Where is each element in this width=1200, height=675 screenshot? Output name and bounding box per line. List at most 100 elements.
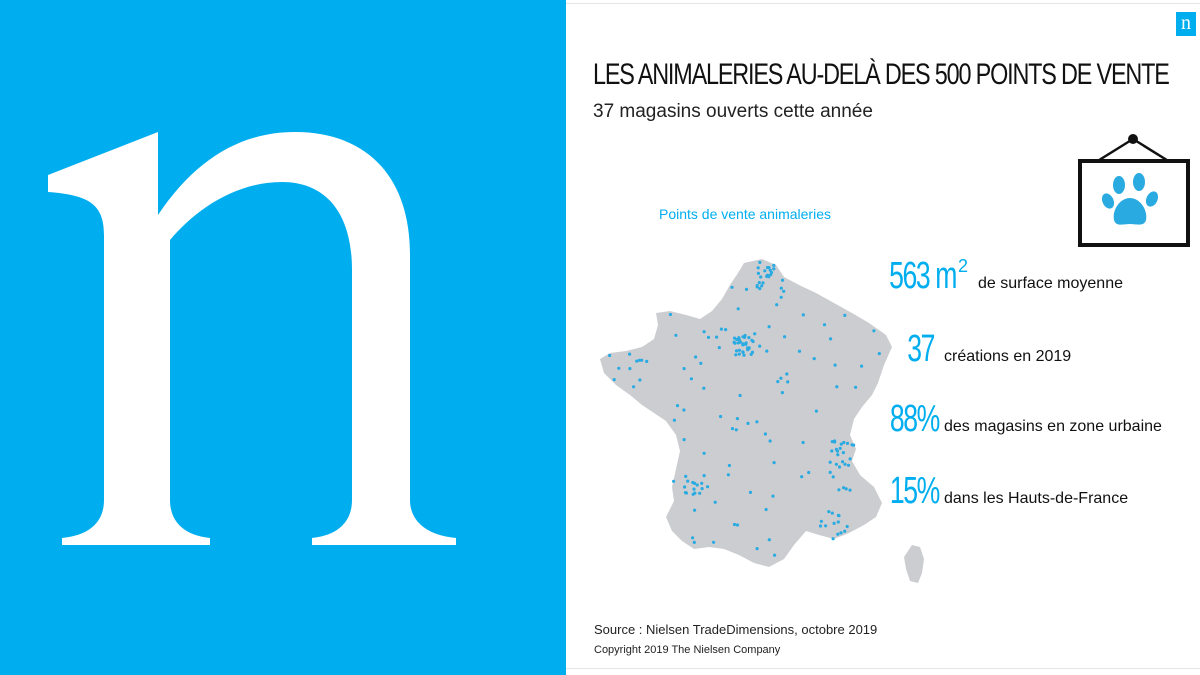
store-dot (686, 479, 690, 483)
store-dot (736, 307, 740, 311)
store-dot (744, 287, 749, 291)
store-dot (807, 470, 811, 475)
store-dot (772, 263, 776, 267)
store-dot (719, 327, 723, 331)
store-dot (765, 349, 769, 353)
stat-surface-text: de surface moyenne (978, 275, 1123, 292)
store-dot (737, 352, 741, 356)
store-dot (842, 486, 846, 490)
store-dot (732, 340, 736, 344)
nielsen-mini-logo-icon: n (1176, 12, 1196, 36)
store-dot (833, 439, 837, 443)
store-dot (769, 273, 773, 277)
store-dot (835, 449, 840, 453)
store-dot (838, 446, 842, 450)
store-dot (773, 553, 777, 557)
store-dot (712, 540, 716, 544)
store-dot (734, 349, 739, 353)
store-dot (746, 347, 750, 351)
store-dot (764, 507, 768, 512)
store-dot (747, 336, 751, 340)
store-dot (693, 508, 697, 512)
store-dot (743, 335, 747, 339)
store-dot (638, 378, 642, 382)
store-dot (755, 420, 759, 424)
store-dot (700, 487, 704, 491)
store-dot (848, 488, 852, 492)
stat-hdf-value: 15% (889, 470, 940, 512)
store-dot (822, 323, 827, 327)
store-dot (742, 353, 746, 357)
store-dot (617, 366, 621, 370)
store-dot (830, 511, 834, 515)
store-dot (763, 432, 767, 436)
store-dot (832, 521, 836, 525)
store-dot (844, 487, 848, 491)
store-dot (839, 442, 843, 446)
store-dot (779, 286, 783, 290)
store-dot (719, 414, 723, 419)
store-dot (758, 260, 762, 264)
store-dot (841, 460, 845, 464)
store-dot (741, 342, 745, 346)
store-dot (835, 385, 839, 389)
store-dot (772, 461, 776, 465)
store-dot (829, 337, 833, 341)
store-dot (836, 520, 840, 524)
store-dot (738, 393, 742, 398)
store-dot (845, 441, 850, 445)
store-dot (695, 483, 699, 487)
stat-surface-superscript: 2 (958, 256, 969, 276)
store-dot (750, 338, 754, 342)
store-dot (732, 522, 737, 527)
store-dot (780, 278, 785, 282)
store-dot (842, 440, 846, 445)
store-dot (760, 284, 764, 288)
store-dot (766, 266, 770, 270)
store-dot (872, 329, 876, 333)
stat-urban: 88% des magasins en zone urbaine (871, 398, 1162, 441)
store-dot (768, 268, 772, 272)
store-dot (702, 330, 706, 334)
store-dot (772, 267, 776, 271)
store-dot (755, 547, 759, 551)
store-dot (843, 462, 847, 466)
store-dot (776, 380, 780, 384)
store-dot (814, 409, 818, 413)
store-dot (843, 529, 847, 533)
store-dot (819, 519, 823, 523)
store-dot (756, 266, 760, 270)
store-dot (753, 332, 757, 336)
store-dot (800, 475, 804, 479)
store-dot (748, 490, 753, 494)
store-dot (828, 470, 832, 474)
store-dot (683, 485, 687, 489)
france-map (600, 259, 924, 583)
store-dot (668, 312, 672, 317)
store-dot (767, 325, 771, 329)
store-dot (785, 372, 789, 376)
store-dot (727, 463, 731, 468)
stat-surface-value: 563 m (889, 255, 957, 297)
store-dot (706, 485, 710, 489)
store-dot (831, 537, 835, 541)
store-dot (702, 386, 706, 390)
store-dot (759, 275, 763, 279)
store-dot (756, 271, 760, 275)
store-dot (783, 335, 787, 339)
store-dot (691, 536, 695, 540)
store-dot (730, 285, 734, 289)
nielsen-logo-icon (48, 132, 456, 545)
store-dot (730, 427, 735, 431)
store-dot (724, 328, 728, 332)
store-dot (860, 364, 864, 368)
store-dot (765, 274, 769, 278)
store-dot (675, 404, 680, 408)
store-dot (836, 453, 840, 457)
top-divider (566, 3, 1200, 4)
store-dot (726, 473, 730, 477)
store-dot (828, 460, 832, 464)
bottom-divider (566, 668, 1200, 669)
store-dot (612, 378, 616, 382)
store-dot (755, 285, 759, 289)
